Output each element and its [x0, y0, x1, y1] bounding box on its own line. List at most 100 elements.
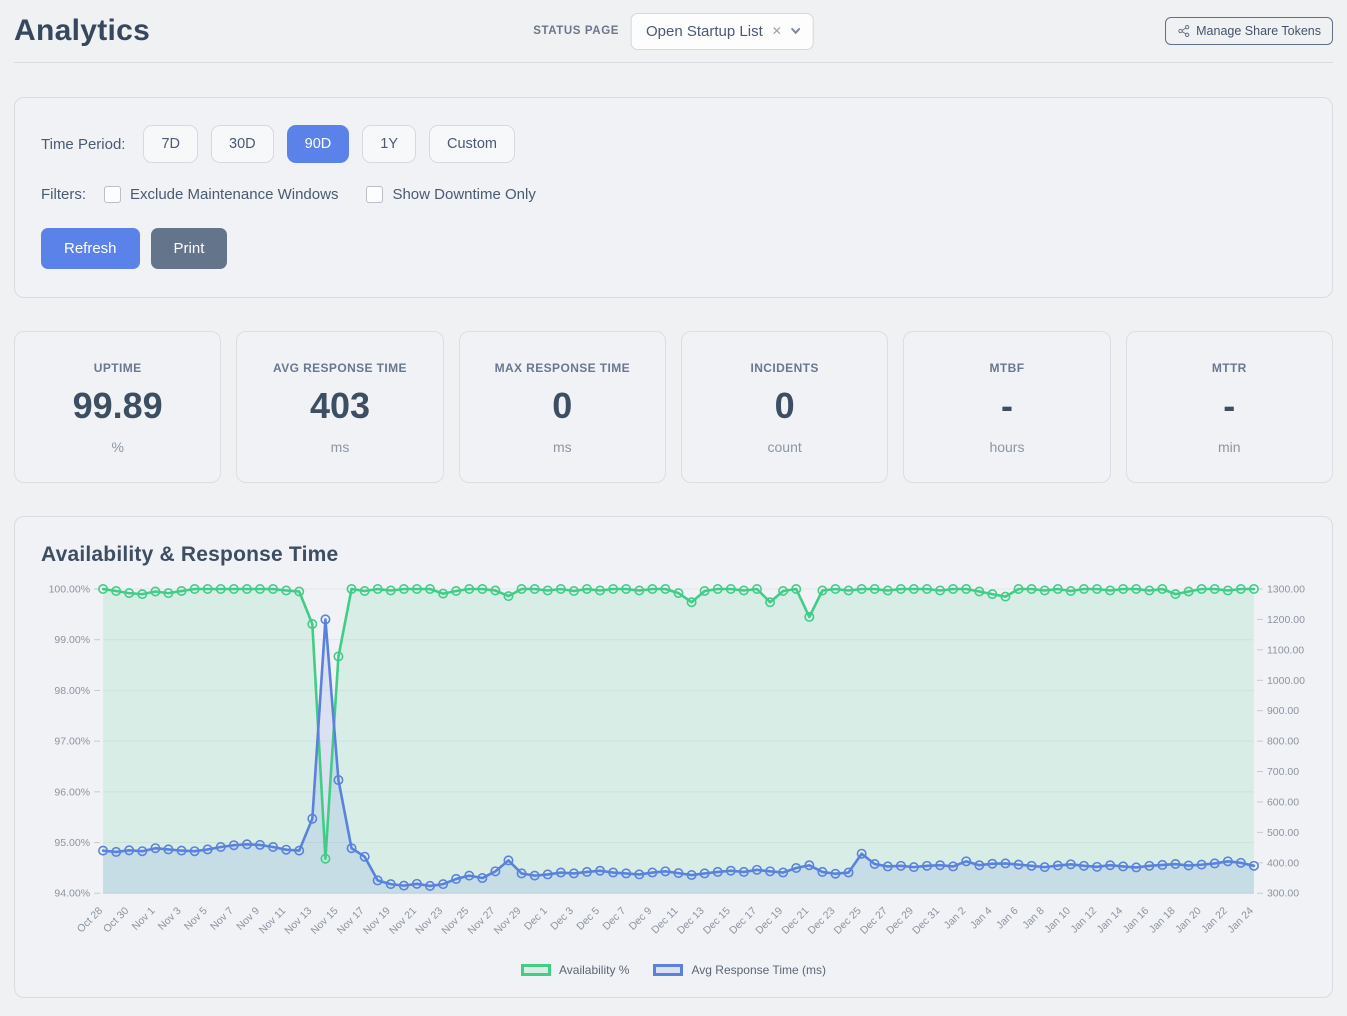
- stat-value: 0: [774, 385, 795, 426]
- svg-text:Nov 25: Nov 25: [439, 905, 471, 937]
- svg-text:Nov 7: Nov 7: [208, 905, 236, 933]
- svg-text:Dec 5: Dec 5: [574, 905, 602, 933]
- legend-label: Avg Response Time (ms): [691, 963, 826, 978]
- period-button-7d[interactable]: 7D: [143, 125, 199, 163]
- svg-text:Nov 21: Nov 21: [387, 905, 419, 937]
- print-button[interactable]: Print: [150, 228, 228, 269]
- svg-text:Dec 3: Dec 3: [548, 905, 576, 933]
- period-button-30d[interactable]: 30D: [211, 125, 274, 163]
- svg-text:Jan 10: Jan 10: [1042, 905, 1073, 936]
- svg-text:Oct 28: Oct 28: [75, 905, 105, 935]
- svg-text:100.00%: 100.00%: [49, 584, 90, 596]
- svg-text:800.00: 800.00: [1267, 736, 1299, 748]
- show-downtime-checkbox[interactable]: Show Downtime Only: [366, 186, 536, 203]
- period-button-1y[interactable]: 1Y: [362, 125, 416, 163]
- stat-value: 0: [552, 385, 573, 426]
- svg-text:600.00: 600.00: [1267, 796, 1299, 808]
- stat-card-max-response: MAX RESPONSE TIME 0 ms: [458, 331, 666, 483]
- svg-text:Nov 5: Nov 5: [182, 905, 210, 933]
- time-period-button-group: 7D 30D 90D 1Y Custom: [143, 125, 515, 163]
- period-button-custom[interactable]: Custom: [429, 125, 515, 163]
- svg-text:Dec 1: Dec 1: [522, 905, 550, 933]
- period-button-90d[interactable]: 90D: [286, 125, 350, 163]
- svg-text:Nov 19: Nov 19: [361, 905, 393, 937]
- svg-text:Nov 1: Nov 1: [130, 905, 158, 933]
- svg-text:Nov 17: Nov 17: [335, 905, 367, 937]
- stat-label: AVG RESPONSE TIME: [273, 361, 407, 375]
- stat-unit: hours: [989, 439, 1025, 455]
- svg-text:Jan 16: Jan 16: [1121, 905, 1152, 936]
- checkbox-icon[interactable]: [104, 186, 121, 203]
- svg-text:Jan 22: Jan 22: [1199, 905, 1230, 936]
- availability-legend-swatch: [521, 964, 551, 977]
- exclude-maintenance-label: Exclude Maintenance Windows: [130, 186, 339, 203]
- stat-unit: %: [111, 439, 124, 455]
- status-page-group: STATUS PAGE Open Startup List ✕: [533, 12, 814, 50]
- stat-card-avg-response: AVG RESPONSE TIME 403 ms: [236, 331, 444, 483]
- svg-text:Jan 4: Jan 4: [968, 905, 995, 932]
- svg-text:Jan 24: Jan 24: [1225, 905, 1256, 936]
- svg-text:Dec 31: Dec 31: [910, 905, 942, 937]
- filters-label: Filters:: [41, 186, 86, 203]
- page-title: Analytics: [14, 14, 151, 47]
- svg-text:Dec 13: Dec 13: [675, 905, 707, 937]
- svg-text:1300.00: 1300.00: [1267, 584, 1305, 596]
- clear-selection-icon[interactable]: ✕: [771, 24, 782, 38]
- stat-value: 99.89: [72, 385, 163, 426]
- chart-title: Availability & Response Time: [41, 543, 339, 566]
- chart-legend: Availability % Avg Response Time (ms): [41, 963, 1306, 985]
- stat-value: -: [1223, 385, 1236, 426]
- svg-text:Nov 23: Nov 23: [413, 905, 445, 937]
- svg-text:Dec 27: Dec 27: [858, 905, 890, 937]
- filters-panel: Time Period: 7D 30D 90D 1Y Custom Filter…: [14, 97, 1333, 298]
- legend-label: Availability %: [559, 963, 630, 978]
- svg-text:Jan 12: Jan 12: [1068, 905, 1099, 936]
- chart-panel: Availability & Response Time 100.00% 99.0…: [14, 516, 1333, 999]
- stat-label: MTTR: [1211, 361, 1247, 375]
- filters-row: Filters: Exclude Maintenance Windows Sho…: [41, 186, 1306, 203]
- stat-value: -: [1000, 385, 1013, 426]
- availability-chart: 100.00% 99.00% 98.00% 97.00% 96.00% 95.00% 94.…: [49, 584, 1305, 937]
- svg-text:Dec 23: Dec 23: [806, 905, 838, 937]
- svg-text:1100.00: 1100.00: [1267, 644, 1304, 656]
- status-page-select-value: Open Startup List: [646, 22, 763, 40]
- svg-text:Jan 2: Jan 2: [942, 905, 969, 932]
- stat-unit: ms: [552, 439, 572, 455]
- svg-text:Dec 25: Dec 25: [832, 905, 864, 937]
- stat-unit: min: [1218, 439, 1241, 455]
- svg-text:Dec 21: Dec 21: [779, 905, 811, 937]
- time-period-row: Time Period: 7D 30D 90D 1Y Custom: [41, 125, 1306, 163]
- stats-row: UPTIME 99.89 % AVG RESPONSE TIME 403 ms …: [14, 331, 1333, 483]
- status-page-select[interactable]: Open Startup List ✕: [631, 12, 814, 50]
- svg-text:1000.00: 1000.00: [1267, 675, 1305, 687]
- legend-item-response-time[interactable]: Avg Response Time (ms): [653, 963, 826, 977]
- checkbox-icon[interactable]: [366, 186, 384, 203]
- svg-text:Dec 7: Dec 7: [600, 905, 628, 933]
- refresh-button[interactable]: Refresh: [41, 228, 140, 269]
- stat-unit: count: [767, 439, 802, 455]
- svg-text:98.00%: 98.00%: [54, 685, 90, 697]
- stat-label: MAX RESPONSE TIME: [494, 361, 631, 375]
- status-page-label: STATUS PAGE: [533, 25, 620, 37]
- stat-card-mtbf: MTBF - hours: [903, 331, 1111, 483]
- stat-card-mttr: MTTR - min: [1125, 331, 1333, 483]
- svg-text:Nov 3: Nov 3: [156, 905, 184, 933]
- svg-text:Nov 27: Nov 27: [466, 905, 498, 937]
- share-icon: [1178, 24, 1190, 38]
- svg-text:400.00: 400.00: [1267, 857, 1299, 869]
- svg-text:500.00: 500.00: [1267, 827, 1299, 839]
- stat-card-uptime: UPTIME 99.89 %: [14, 331, 222, 483]
- svg-text:97.00%: 97.00%: [54, 736, 90, 748]
- legend-item-availability[interactable]: Availability %: [521, 963, 629, 977]
- exclude-maintenance-checkbox[interactable]: Exclude Maintenance Windows: [104, 186, 338, 203]
- svg-text:95.00%: 95.00%: [54, 837, 90, 849]
- svg-text:700.00: 700.00: [1267, 766, 1299, 778]
- time-period-label: Time Period:: [41, 135, 126, 153]
- manage-share-tokens-button[interactable]: Manage Share Tokens: [1165, 17, 1333, 45]
- svg-text:Nov 11: Nov 11: [257, 905, 289, 937]
- manage-share-tokens-label: Manage Share Tokens: [1196, 24, 1321, 38]
- svg-text:Dec 11: Dec 11: [649, 905, 681, 937]
- svg-text:Dec 15: Dec 15: [701, 905, 733, 937]
- stat-unit: ms: [330, 439, 350, 455]
